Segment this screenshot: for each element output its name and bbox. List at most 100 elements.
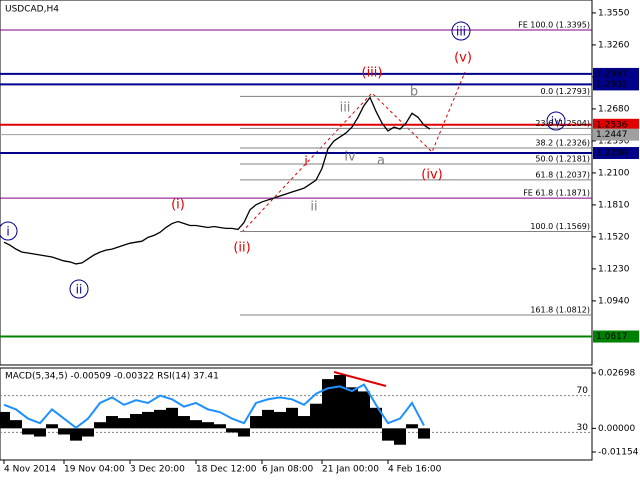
macd-bar	[346, 387, 358, 429]
level-label: 23.6 (1.2504)	[535, 119, 590, 128]
level-label: 50.0 (1.2181)	[535, 154, 590, 163]
wave-label: (ii)	[233, 241, 250, 256]
wave-label: b	[410, 85, 418, 100]
y-tick-label: 1.1520	[598, 232, 630, 242]
price-tag	[593, 147, 639, 160]
level-label: 100.0 (1.1569)	[530, 222, 590, 231]
macd-bar	[130, 413, 142, 429]
wave-label: iii	[340, 101, 351, 116]
macd-bar	[142, 411, 154, 429]
macd-bar	[46, 424, 58, 429]
y2-tick-label: 30	[577, 423, 589, 433]
wave-label: iii	[456, 25, 466, 39]
price-tag-label: 1.2280	[596, 149, 628, 159]
price-tag-label: 1.2902	[596, 80, 628, 90]
y-tick-label: 1.0940	[598, 296, 630, 306]
macd-bar	[286, 407, 298, 429]
y-tick-label: 1.1230	[598, 264, 630, 274]
wave-label: ii	[76, 283, 83, 297]
wave-label: iv	[344, 150, 356, 165]
wave-label: (i)	[171, 198, 185, 213]
chart-title: USDCAD,H4	[5, 5, 59, 15]
macd-bar	[202, 422, 214, 429]
price-tag	[593, 118, 639, 131]
divergence-line	[333, 371, 387, 387]
price-tag	[593, 330, 639, 343]
wave-circle	[546, 111, 566, 131]
y-tick-label: 1.2680	[598, 104, 630, 114]
x-tick-label: 3 Dec 20:00	[130, 465, 185, 475]
price-tag-label: 1.0617	[596, 332, 628, 342]
wave-circle	[451, 21, 471, 41]
macd-bar	[382, 428, 394, 441]
price-tag-label: 1.2997	[596, 69, 628, 79]
y-tick-label: 1.2100	[598, 168, 630, 178]
wave-label: (iii)	[362, 66, 383, 81]
y-tick-label: 1.2390	[598, 136, 630, 146]
x-tick-label: 21 Jan 00:00	[322, 465, 379, 475]
macd-bar	[214, 424, 226, 429]
wave-label: iv	[551, 115, 561, 129]
macd-bar	[406, 424, 418, 429]
price-tag	[593, 67, 639, 80]
wave-label: (v)	[454, 51, 472, 66]
wave-circle	[0, 221, 18, 241]
y-tick-label: -0.01154	[598, 448, 639, 458]
x-tick-label: 6 Jan 08:00	[262, 465, 314, 475]
level-label: FE 100.0 (1.3395)	[518, 21, 590, 30]
macd-bar	[166, 407, 178, 429]
price-tag	[593, 128, 639, 141]
wave-label: (iv)	[421, 168, 442, 183]
macd-bar	[94, 422, 106, 429]
level-label: 38.2 (1.2326)	[535, 138, 590, 147]
wave-labels: (i) (ii) (iii) (iv) (v) i ii iii iv a b …	[0, 21, 566, 299]
macd-bar	[10, 420, 22, 429]
y2-tick-label: 70	[577, 386, 589, 396]
wave-label: i	[6, 225, 9, 239]
macd-bar	[154, 409, 166, 429]
level-label: 0.0 (1.2793)	[541, 87, 591, 96]
wave-label: a	[377, 154, 385, 169]
macd-bar	[190, 420, 202, 429]
macd-bar	[262, 409, 274, 429]
y-tick-label: 1.3260	[598, 40, 630, 50]
price-line	[3, 96, 431, 265]
macd-bar	[250, 416, 262, 429]
x-tick-label: 4 Nov 2014	[4, 465, 56, 475]
x-tick-label: 4 Feb 16:00	[388, 465, 442, 475]
macd-bar	[106, 416, 118, 429]
level-label: FE 61.8 (1.1871)	[523, 189, 590, 198]
y-tick-label: 1.3550	[598, 8, 630, 18]
wave-label: ii	[310, 200, 317, 215]
macd-bar	[34, 428, 46, 437]
macd-bar	[370, 407, 382, 429]
wave-label: i	[304, 155, 308, 170]
y-tick-label: 1.1810	[598, 200, 630, 210]
level-label: 161.8 (1.0812)	[530, 306, 590, 315]
price-tag	[593, 78, 639, 91]
macd-bar	[70, 428, 82, 441]
macd-bar	[310, 403, 322, 429]
x-tick-label: 18 Dec 12:00	[196, 465, 257, 475]
macd-bar	[394, 428, 406, 445]
price-tag-label: 1.2447	[596, 130, 628, 140]
indicator-title: MACD(5,34,5) -0.00509 -0.00322 RSI(14) 3…	[5, 372, 219, 382]
macd-bar	[298, 416, 310, 429]
macd-bar	[358, 391, 370, 429]
macd-bar	[322, 379, 334, 429]
macd-bar	[274, 411, 286, 429]
macd-bar	[22, 428, 34, 435]
y-tick-label: 0.02698	[598, 369, 635, 379]
macd-bar	[82, 428, 94, 437]
macd-bar	[334, 375, 346, 429]
macd-bar	[418, 428, 430, 439]
macd-bar	[0, 411, 10, 429]
price-panel	[0, 0, 593, 366]
macd-bar	[238, 428, 250, 437]
macd-bar	[178, 416, 190, 429]
macd-bar	[58, 428, 70, 435]
wave-circle	[69, 279, 89, 299]
rsi-line	[3, 383, 425, 430]
y-tick-label: 0.00000	[598, 424, 635, 434]
